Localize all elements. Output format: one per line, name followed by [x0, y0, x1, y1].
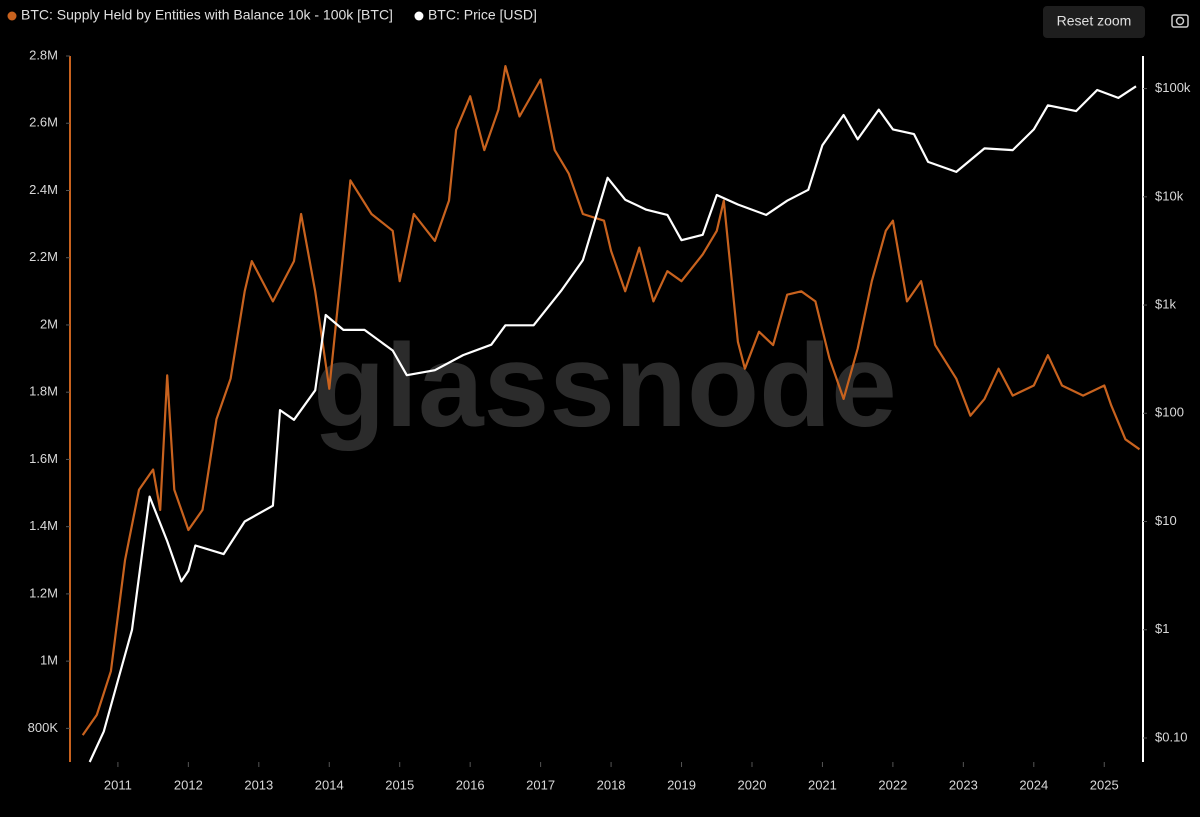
y-tick-label: 2.6M: [29, 115, 58, 130]
x-tick-label: 2024: [1019, 777, 1048, 792]
x-tick-label: 2025: [1090, 777, 1119, 792]
x-tick-label: 2015: [385, 777, 414, 792]
camera-icon[interactable]: [1171, 14, 1189, 28]
y2-tick-label: $0.10: [1155, 729, 1188, 744]
y-tick-label: 1M: [40, 653, 58, 668]
x-tick-label: 2022: [878, 777, 907, 792]
y-tick-label: 2.4M: [29, 182, 58, 197]
x-tick-label: 2014: [315, 777, 344, 792]
x-tick-label: 2011: [104, 777, 132, 792]
y-tick-label: 1.8M: [29, 384, 58, 399]
legend-swatch: [7, 11, 17, 21]
y2-tick-label: $10k: [1155, 188, 1184, 203]
y-tick-label: 2.8M: [29, 47, 58, 62]
series-line: [88, 85, 1137, 763]
watermark: glassnode: [313, 320, 897, 452]
legend-label: BTC: Price [USD]: [428, 7, 537, 23]
x-tick-label: 2017: [526, 777, 555, 792]
x-tick-label: 2020: [738, 777, 767, 792]
x-tick-label: 2012: [174, 777, 203, 792]
x-tick-label: 2023: [949, 777, 978, 792]
x-tick-label: 2019: [667, 777, 696, 792]
y-tick-label: 1.6M: [29, 451, 58, 466]
y2-tick-label: $1k: [1155, 296, 1176, 311]
x-tick-label: 2013: [244, 777, 273, 792]
x-tick-label: 2021: [808, 777, 837, 792]
legend-label: BTC: Supply Held by Entities with Balanc…: [21, 7, 393, 23]
y2-tick-label: $100k: [1155, 80, 1191, 95]
y2-tick-label: $100: [1155, 405, 1184, 420]
y-tick-label: 2M: [40, 316, 58, 331]
y-tick-label: 1.2M: [29, 585, 58, 600]
x-tick-label: 2018: [597, 777, 626, 792]
reset-zoom-label[interactable]: Reset zoom: [1057, 13, 1132, 29]
x-tick-label: 2016: [456, 777, 485, 792]
series-line: [81, 65, 1141, 736]
y2-tick-label: $10: [1155, 513, 1177, 528]
legend-swatch: [414, 11, 424, 21]
reset-zoom-button[interactable]: [1043, 6, 1145, 38]
y-tick-label: 1.4M: [29, 518, 58, 533]
y2-tick-label: $1: [1155, 621, 1169, 636]
y-tick-label: 2.2M: [29, 249, 58, 264]
y-tick-label: 800K: [28, 720, 59, 735]
